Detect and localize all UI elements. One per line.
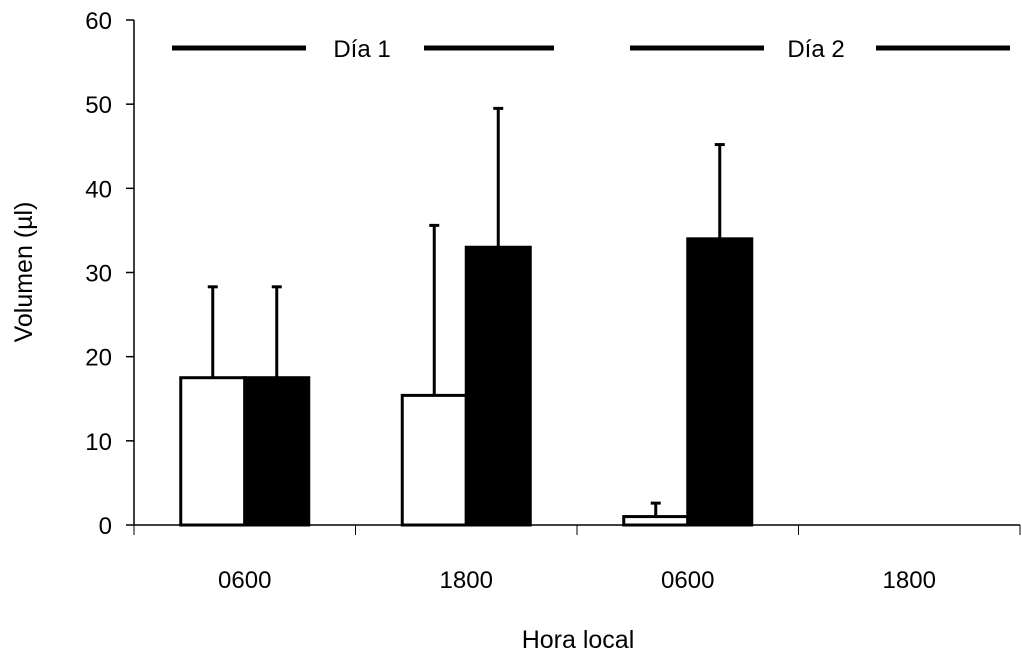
bar-series-1-1	[400, 393, 468, 527]
y-tick-label: 60	[85, 8, 112, 35]
day-2-label: Día 2	[787, 36, 844, 63]
bars-layer	[179, 106, 754, 527]
bar-series-2-1	[464, 245, 532, 527]
bar-series-1-0	[179, 376, 247, 527]
y-tick-label: 50	[85, 92, 112, 119]
bar-series-2-2	[686, 237, 754, 527]
day-1-label: Día 1	[333, 36, 390, 63]
y-tick-label: 40	[85, 176, 112, 203]
y-tick-label: 10	[85, 429, 112, 456]
bar-series-2-0	[243, 376, 311, 527]
y-axis-title: Volumen (µl)	[10, 202, 38, 343]
y-tick-label: 0	[99, 513, 112, 540]
x-tick-label: 0600	[661, 567, 714, 594]
axes-layer: 0 10 20 30 40 50 60 0600 1800 0600 1800	[85, 8, 1021, 594]
x-tick-label: 1800	[883, 567, 936, 594]
bar-series-1-2	[622, 515, 690, 527]
y-tick-label: 20	[85, 345, 112, 372]
x-tick-label: 1800	[440, 567, 493, 594]
day-markers: Día 1 Día 2	[172, 36, 1010, 63]
x-axis-title: Hora local	[522, 626, 635, 654]
y-tick-label: 30	[85, 261, 112, 288]
x-tick-label: 0600	[218, 567, 271, 594]
